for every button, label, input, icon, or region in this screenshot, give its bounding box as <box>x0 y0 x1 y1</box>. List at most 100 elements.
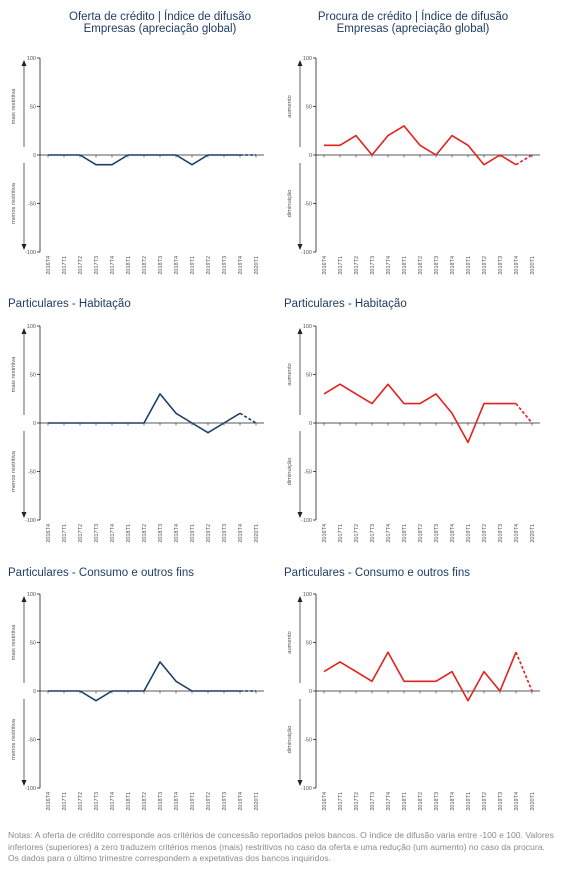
x-tick-label: 2019T2 <box>482 524 488 543</box>
x-tick-label: 2019T1 <box>466 256 472 275</box>
x-tick-label: 2017T2 <box>354 792 360 811</box>
series-line-expectation <box>515 154 533 166</box>
series-line-expectation <box>515 403 533 424</box>
y-tick-label: 100 <box>303 592 312 598</box>
x-tick-label: 2018T4 <box>450 524 456 543</box>
x-tick-label: 2019T3 <box>498 524 504 543</box>
series-line-expectation <box>515 651 533 692</box>
x-tick-label: 2017T2 <box>354 524 360 543</box>
x-tick-label: 2019T3 <box>498 792 504 811</box>
x-tick-label: 2019T4 <box>238 256 244 275</box>
y-tick-label: -100 <box>301 250 312 256</box>
chart-demand-companies: 100 50 0 -50 -100 2016T4 2017T1 2017T2 2017T3 201… <box>287 56 540 275</box>
x-tick-label: 2017T4 <box>386 524 392 543</box>
x-tick-label: 2018T2 <box>142 524 148 543</box>
y-tick-label: 50 <box>30 641 36 647</box>
x-tick-label: 2019T2 <box>206 524 212 543</box>
x-tick-label: 2018T3 <box>434 256 440 275</box>
arrow-up-icon <box>21 328 27 334</box>
direction-label-up: mais restritiva <box>11 88 17 125</box>
arrow-down-icon <box>21 244 27 250</box>
direction-label-down: diminuição <box>287 726 293 754</box>
x-tick-label: 2017T1 <box>338 256 344 275</box>
direction-label-down: menos restritiva <box>11 182 17 224</box>
x-tick-label: 2017T3 <box>370 256 376 275</box>
x-tick-label: 2017T1 <box>62 792 68 811</box>
x-tick-label: 2016T4 <box>322 792 328 811</box>
y-tick-label: 100 <box>27 56 36 62</box>
x-tick-label: 2020T1 <box>530 792 536 811</box>
x-tick-label: 2017T2 <box>354 256 360 275</box>
y-tick-label: 100 <box>303 324 312 330</box>
x-tick-label: 2020T1 <box>254 792 260 811</box>
x-tick-label: 2016T4 <box>322 256 328 275</box>
x-tick-label: 2018T3 <box>158 256 164 275</box>
arrow-down-icon <box>297 244 303 250</box>
chart-demand-consumption: 100 50 0 -50 -100 2016T4 2017T1 2017T2 2017T3 201… <box>287 592 540 811</box>
chart-offer-consumption: 100 50 0 -50 -100 2016T4 2017T1 2017T2 2017T3 201… <box>11 592 264 811</box>
x-tick-label: 2018T2 <box>418 256 424 275</box>
x-tick-label: 2019T4 <box>238 792 244 811</box>
chart-offer-companies: 100 50 0 -50 -100 2016T4 2017T1 2017T2 2017T3 201… <box>11 56 264 275</box>
series-line <box>48 661 240 702</box>
x-tick-label: 2018T1 <box>126 792 132 811</box>
y-tick-label: 0 <box>33 689 36 695</box>
x-tick-label: 2020T1 <box>530 524 536 543</box>
x-tick-label: 2019T4 <box>238 524 244 543</box>
direction-label-up: aumento <box>287 631 293 654</box>
x-tick-label: 2017T3 <box>370 524 376 543</box>
x-tick-label: 2017T1 <box>62 256 68 275</box>
y-tick-label: 50 <box>30 373 36 379</box>
y-tick-label: 0 <box>309 421 312 427</box>
direction-label-up: mais restritiva <box>11 624 17 661</box>
x-tick-label: 2019T2 <box>206 256 212 275</box>
panel-title-1: Oferta de crédito | Índice de difusão Em… <box>69 11 251 35</box>
x-tick-label: 2019T1 <box>190 256 196 275</box>
y-tick-label: -100 <box>25 786 36 792</box>
x-tick-label: 2016T4 <box>46 524 52 543</box>
y-tick-label: -100 <box>25 518 36 524</box>
series-line <box>323 651 517 702</box>
x-tick-label: 2019T3 <box>222 792 228 811</box>
x-tick-label: 2019T1 <box>466 792 472 811</box>
chart-demand-housing: 100 50 0 -50 -100 2016T4 2017T1 2017T2 2017T3 201… <box>287 324 540 543</box>
x-tick-label: 2018T2 <box>418 524 424 543</box>
y-tick-label: 50 <box>306 641 312 647</box>
x-tick-label: 2019T3 <box>222 524 228 543</box>
x-tick-label: 2017T4 <box>386 256 392 275</box>
arrow-up-icon <box>297 328 303 334</box>
y-tick-label: 50 <box>306 373 312 379</box>
x-tick-label: 2017T2 <box>78 256 84 275</box>
panel-title-5: Particulares - Consumo e outros fins <box>8 567 194 579</box>
x-tick-label: 2017T3 <box>94 256 100 275</box>
series-line <box>323 383 516 444</box>
x-tick-label: 2018T3 <box>434 524 440 543</box>
direction-label-down: diminuição <box>287 458 293 486</box>
y-tick-label: -100 <box>25 250 36 256</box>
y-tick-label: 0 <box>33 153 36 159</box>
x-tick-label: 2018T4 <box>174 792 180 811</box>
chart-offer-housing: 100 50 0 -50 -100 2016T4 2017T1 2017T2 2017T3 201… <box>11 324 264 543</box>
panel-title-3: Particulares - Habitação <box>8 298 131 310</box>
x-tick-label: 2018T1 <box>402 792 408 811</box>
x-tick-label: 2018T2 <box>142 792 148 811</box>
direction-label-up: aumento <box>287 95 293 118</box>
direction-label-down: menos restritiva <box>11 718 17 760</box>
series-line <box>48 154 240 166</box>
x-tick-label: 2019T4 <box>514 792 520 811</box>
y-tick-label: -50 <box>28 738 36 744</box>
x-tick-label: 2018T4 <box>174 524 180 543</box>
y-tick-label: -50 <box>28 202 36 208</box>
x-tick-label: 2017T4 <box>110 524 116 543</box>
x-tick-label: 2017T1 <box>62 524 68 543</box>
y-tick-label: 0 <box>33 421 36 427</box>
x-tick-label: 2017T3 <box>94 524 100 543</box>
direction-label-up: mais restritiva <box>11 356 17 393</box>
y-tick-label: 50 <box>30 105 36 111</box>
arrow-up-icon <box>297 596 303 602</box>
series-line <box>324 125 517 166</box>
x-tick-label: 2019T2 <box>482 256 488 275</box>
x-tick-label: 2017T4 <box>110 792 116 811</box>
x-tick-label: 2019T1 <box>190 792 196 811</box>
arrow-up-icon <box>21 596 27 602</box>
